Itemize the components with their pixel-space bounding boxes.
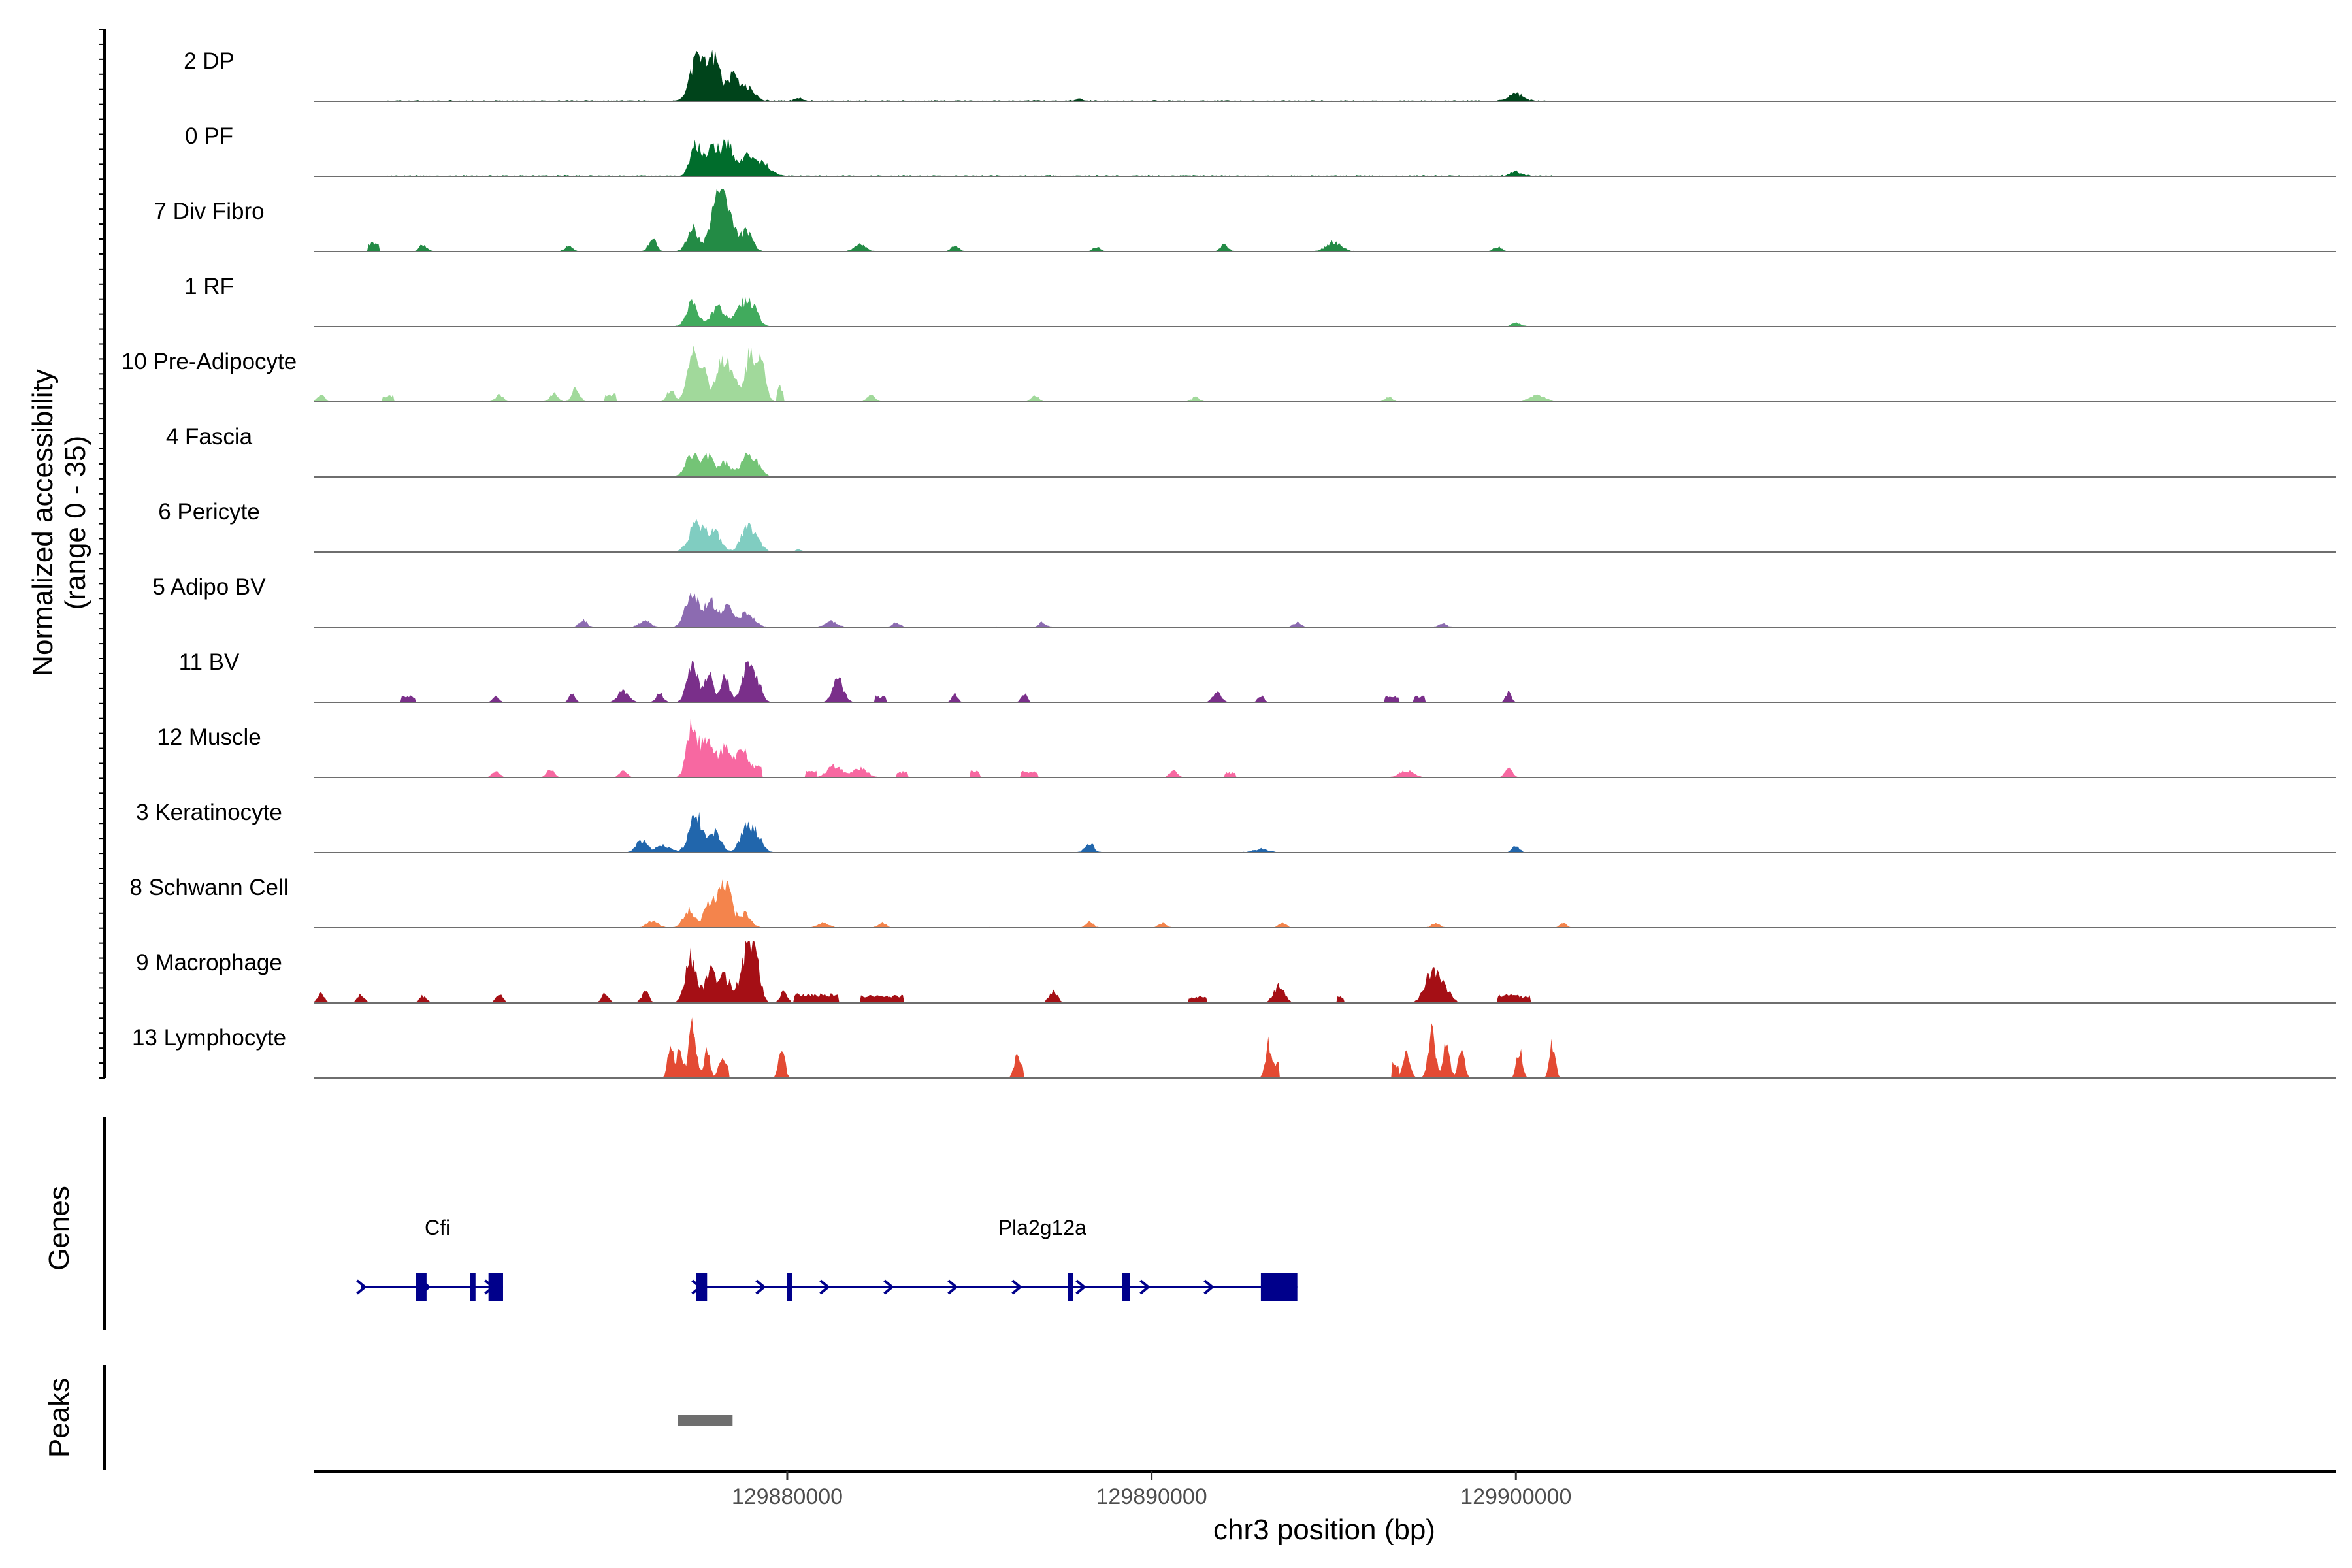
track-label: 8 Schwann Cell (129, 875, 288, 900)
track-label: 1 RF (184, 274, 234, 299)
track-label: 5 Adipo BV (152, 574, 266, 600)
coverage-area (314, 189, 2336, 252)
exon (787, 1273, 792, 1301)
coverage-area (314, 452, 2336, 477)
exon (1068, 1273, 1073, 1301)
track-2: 0 PF (185, 123, 2336, 177)
track-label: 12 Muscle (157, 725, 261, 750)
coverage-area (314, 297, 2336, 327)
exon (1260, 1273, 1298, 1301)
y-axis-title: Normalized accessibility (27, 369, 59, 676)
coverage-tracks: 2 DP 0 PF 7 Div Fibro 1 RF 10 Pre-Adipocyte 4… (122, 48, 2336, 1079)
coverage-area (314, 1017, 2336, 1078)
track-12: 8 Schwann Cell (129, 875, 2336, 928)
genes-panel: Cfi Pla2g12a (356, 1216, 1298, 1301)
track-label: 11 BV (179, 649, 240, 675)
exon (470, 1273, 476, 1301)
track-4: 1 RF (184, 274, 2336, 327)
x-axis-title: chr3 position (bp) (1213, 1514, 1435, 1546)
track-9: 11 BV (179, 649, 2336, 703)
exon (416, 1273, 427, 1301)
x-tick-label: 129890000 (1096, 1484, 1207, 1509)
track-11: 3 Keratinocyte (136, 800, 2336, 853)
coverage-y-axis (99, 29, 106, 1079)
x-tick-label: 129900000 (1460, 1484, 1571, 1509)
genes-panel-label: Genes (43, 1186, 75, 1271)
coverage-area (314, 518, 2336, 552)
exon (696, 1273, 708, 1301)
peak-bar (678, 1415, 733, 1426)
exon (1122, 1273, 1130, 1301)
track-label: 10 Pre-Adipocyte (122, 349, 297, 374)
gene-label: Cfi (425, 1216, 450, 1239)
y-axis-range: (range 0 - 35) (59, 436, 91, 610)
track-7: 6 Pericyte (158, 499, 2336, 553)
track-5: 10 Pre-Adipocyte (122, 346, 2336, 402)
strand-arrow (356, 1279, 367, 1295)
coverage-area (314, 879, 2336, 928)
track-label: 4 Fascia (166, 424, 253, 449)
track-label: 7 Div Fibro (154, 199, 264, 224)
track-label: 0 PF (185, 123, 233, 149)
track-1: 2 DP (184, 48, 2336, 102)
strand-arrow (1075, 1279, 1086, 1295)
track-label: 9 Macrophage (136, 950, 282, 975)
coverage-area (314, 592, 2336, 627)
track-label: 13 Lymphocyte (132, 1025, 286, 1051)
strand-arrow (755, 1279, 766, 1295)
strand-arrow (1203, 1279, 1215, 1295)
track-label: 3 Keratinocyte (136, 800, 282, 825)
coverage-area (314, 811, 2336, 853)
track-13: 9 Macrophage (136, 941, 2336, 1004)
track-14: 13 Lymphocyte (132, 1017, 2336, 1079)
exon (488, 1273, 503, 1301)
gene-Pla2g12a: Pla2g12a (691, 1216, 1298, 1301)
x-axis: 129880000 129890000 129900000 (732, 1471, 1571, 1509)
track-8: 5 Adipo BV (152, 574, 2336, 628)
track-label: 2 DP (184, 48, 235, 74)
strand-arrow (819, 1279, 830, 1295)
coverage-area (314, 346, 2336, 402)
peaks-panel (678, 1415, 733, 1426)
coverage-area (314, 136, 2336, 176)
x-tick-label: 129880000 (732, 1484, 843, 1509)
strand-arrow (947, 1279, 958, 1295)
strand-arrow (1139, 1279, 1151, 1295)
strand-arrow (883, 1279, 894, 1295)
peaks-panel-label: Peaks (43, 1378, 75, 1458)
strand-arrow (1011, 1279, 1022, 1295)
coverage-area (314, 718, 2336, 777)
coverage-area (314, 941, 2336, 1003)
track-3: 7 Div Fibro (154, 189, 2336, 252)
track-label: 6 Pericyte (158, 499, 260, 525)
track-10: 12 Muscle (157, 718, 2336, 778)
track-6: 4 Fascia (166, 424, 2336, 478)
coverage-area (314, 661, 2336, 702)
gene-Cfi: Cfi (356, 1216, 503, 1301)
gene-label: Pla2g12a (998, 1216, 1086, 1239)
coverage-area (314, 49, 2336, 101)
